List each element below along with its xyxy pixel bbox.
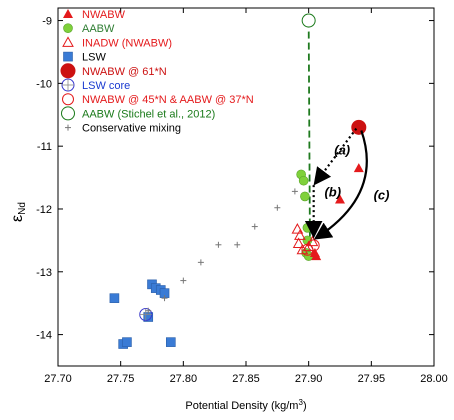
legend-item: NWABW @ 61*N	[60, 63, 167, 79]
point	[307, 239, 320, 252]
series-nwabw-61-n	[351, 119, 367, 135]
y-tick-label: -13	[36, 267, 52, 279]
point	[302, 223, 313, 233]
y-tick-label: -12	[36, 204, 52, 216]
point	[180, 277, 187, 284]
y-axis-label: εNd	[9, 202, 28, 222]
arrow-label: (b)	[324, 184, 341, 199]
legend-marker	[62, 93, 74, 106]
series-conservative-mixing	[145, 188, 298, 314]
x-tick-label: 27.75	[107, 373, 135, 385]
point	[335, 194, 345, 204]
x-tick-label: 27.85	[232, 373, 260, 385]
point	[215, 241, 222, 248]
legend-label: LSW core	[82, 80, 130, 92]
point	[145, 307, 152, 314]
series-inadw-nwabw-	[291, 223, 319, 255]
legend-label: NWABW @ 61*N	[82, 66, 167, 78]
y-tick-label: -10	[36, 78, 52, 90]
point	[197, 259, 204, 266]
x-tick-label: 27.95	[358, 373, 386, 385]
x-tick-label: 28.00	[420, 373, 448, 385]
x-tick-label: 27.90	[295, 373, 323, 385]
point	[351, 119, 367, 135]
legend: NWABW AABW INADW (NWABW) LSW NWABW @ 61*N LSW…	[60, 9, 254, 135]
y-tick-label: -11	[37, 141, 52, 153]
arrow-(c)	[313, 130, 368, 240]
legend-label: INADW (NWABW)	[82, 37, 172, 49]
x-tick-label: 27.70	[44, 373, 72, 385]
legend-marker	[63, 23, 73, 34]
legend-marker	[65, 124, 71, 131]
series-aabw	[296, 169, 314, 261]
point	[251, 223, 258, 230]
series-nwabw	[309, 163, 364, 261]
arrow-label: (a)	[334, 142, 350, 157]
legend-marker	[61, 106, 75, 121]
point	[353, 163, 364, 173]
point	[166, 337, 176, 347]
legend-marker	[61, 78, 75, 92]
point	[161, 295, 168, 302]
legend-label: LSW	[82, 52, 106, 64]
point	[122, 337, 132, 347]
legend-item: Conservative mixing	[65, 123, 181, 135]
x-tick-label: 27.80	[170, 373, 198, 385]
legend-label: AABW	[82, 23, 115, 35]
data-points	[109, 13, 367, 349]
y-axis-ticks: -9 -10 -11 -12 -13 -14	[36, 16, 434, 342]
legend-label: NWABW	[82, 9, 126, 21]
legend-label: AABW (Stichel et al., 2012)	[82, 108, 215, 120]
point	[109, 293, 120, 303]
legend-marker	[63, 51, 73, 62]
point	[298, 175, 309, 186]
point	[234, 241, 241, 248]
arrow-(a)	[313, 127, 358, 186]
y-tick-label: -14	[36, 330, 52, 342]
legend-label: NWABW @ 45*N & AABW @ 37*N	[82, 94, 254, 106]
legend-item: LSW core	[61, 78, 130, 92]
series-lsw	[109, 279, 176, 349]
point	[301, 13, 316, 28]
point	[291, 223, 304, 234]
reference-lines	[307, 20, 311, 238]
legend-item: NWABW	[63, 9, 126, 21]
legend-item: AABW (Stichel et al., 2012)	[61, 106, 215, 121]
point	[311, 251, 322, 261]
x-axis-label: Potential Density (kg/m3)	[185, 398, 306, 412]
x-axis-ticks: 27.70 27.75 27.80 27.85 27.90 27.95 28.00	[44, 8, 448, 385]
point	[292, 237, 305, 249]
arrows: (a) (b) (c)	[304, 127, 390, 240]
legend-marker	[60, 63, 76, 79]
point	[274, 204, 281, 211]
legend-marker	[62, 36, 74, 47]
point	[300, 191, 310, 202]
point	[294, 229, 306, 240]
arrow-label: (c)	[374, 188, 390, 203]
point	[291, 188, 298, 195]
legend-item: AABW	[63, 23, 115, 35]
legend-label: Conservative mixing	[82, 123, 181, 135]
legend-marker	[63, 9, 73, 18]
series-nwabw-45-n-aabw-37-n	[301, 239, 320, 256]
series-aabw-stichel-et-al-2012-	[301, 13, 316, 28]
line-dashed-green	[307, 20, 311, 238]
legend-item: INADW (NWABW)	[62, 36, 172, 49]
point	[301, 243, 314, 256]
legend-item: NWABW @ 45*N & AABW @ 37*N	[62, 93, 254, 106]
y-tick-label: -9	[42, 16, 52, 28]
legend-item: LSW	[63, 51, 106, 64]
